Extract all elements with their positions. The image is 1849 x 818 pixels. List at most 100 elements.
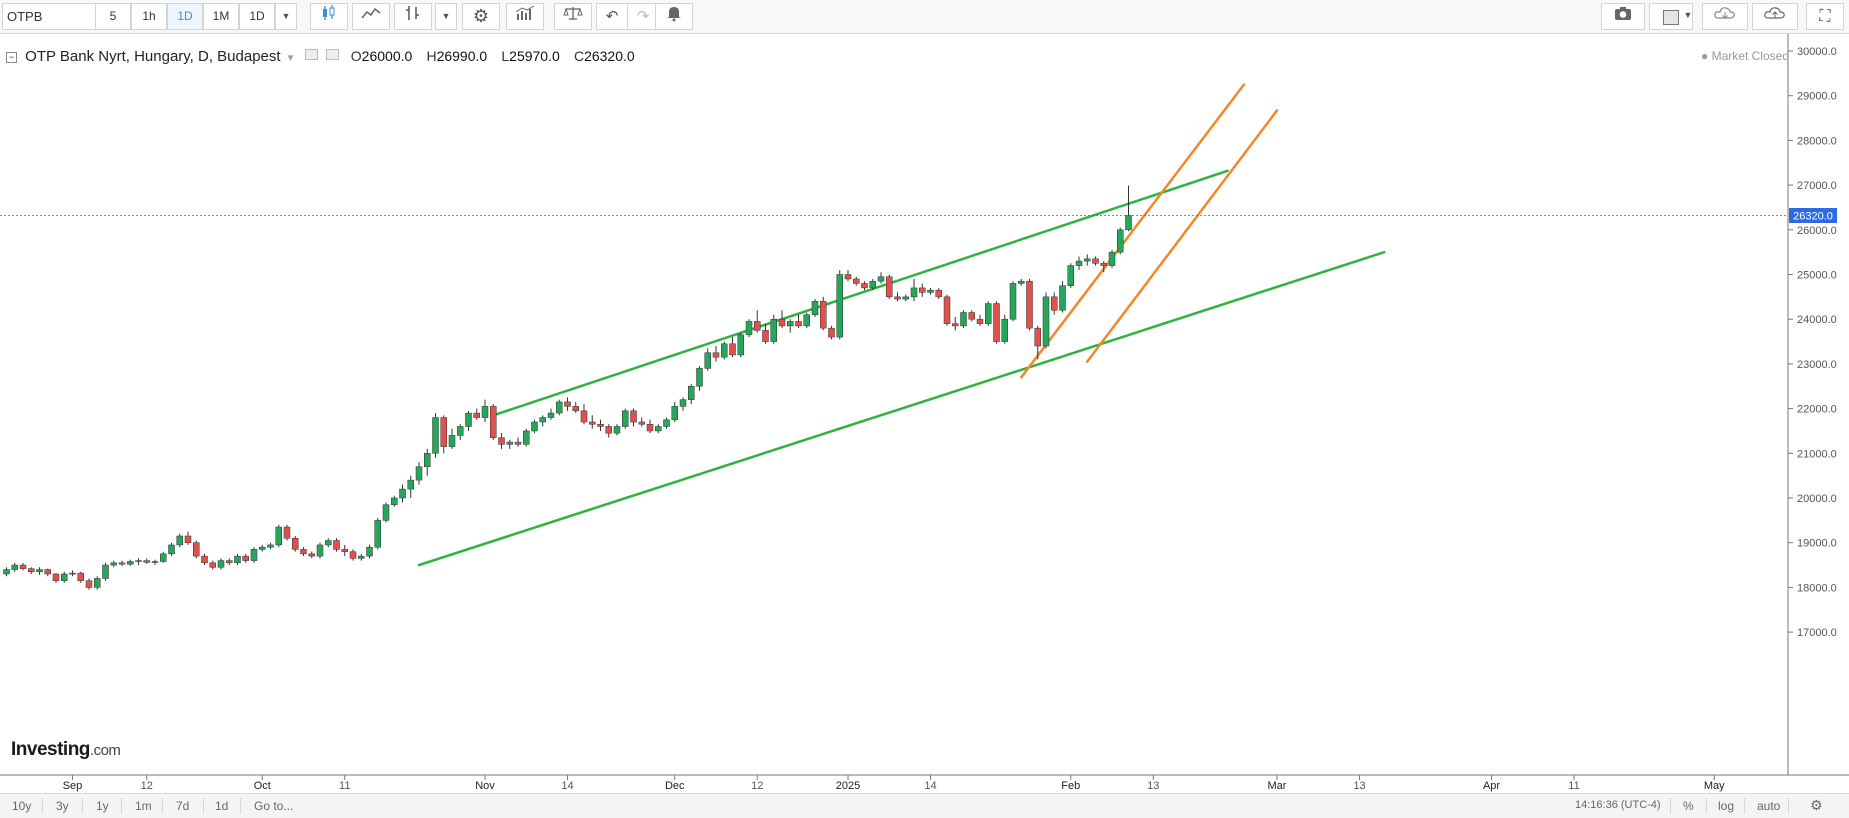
range-1m-button[interactable]: 1m: [135, 799, 152, 813]
price-tick-label: 22000.0: [1797, 404, 1837, 416]
candle: [1009, 281, 1017, 322]
bar-style-icon: [406, 6, 419, 20]
candle-body: [440, 417, 447, 447]
alert-button[interactable]: [655, 3, 693, 30]
candle-body: [11, 564, 18, 570]
chart-title[interactable]: OTP Bank Nyrt, Hungary, D, Budapest: [25, 48, 281, 65]
range-7d-button[interactable]: 7d: [176, 799, 190, 813]
candle-body: [613, 426, 621, 434]
resolution-1h-button[interactable]: 1h: [131, 3, 167, 30]
candle-body: [770, 318, 777, 342]
trendline[interactable]: [1020, 83, 1246, 379]
candles-chart-type-button[interactable]: [310, 3, 348, 30]
candle-body: [1108, 251, 1116, 266]
candle: [473, 408, 480, 420]
price-axis[interactable]: 30000.0 29000.0 28000.0 27000.0 26000.0 25000…: [1788, 46, 1837, 639]
layout-square-icon: [1663, 9, 1679, 25]
chart-style-dropdown-button[interactable]: ▼: [435, 3, 457, 30]
layout-button[interactable]: [1649, 3, 1693, 30]
chevron-down-icon: ▼: [441, 11, 451, 21]
line-chart-type-button[interactable]: [352, 3, 390, 30]
compare-button[interactable]: [554, 3, 592, 30]
candle: [564, 397, 571, 411]
candle-body: [935, 289, 942, 298]
resolution-custom-button[interactable]: 1D: [239, 3, 275, 30]
gear-icon[interactable]: ⚙: [1810, 797, 1823, 813]
save-chart-button[interactable]: [1752, 3, 1798, 30]
candle: [960, 310, 967, 329]
range-1y-button[interactable]: 1y: [96, 799, 109, 813]
trendline[interactable]: [1086, 109, 1279, 363]
trendlines-layer[interactable]: [417, 83, 1386, 567]
candlestick-icon: [323, 5, 335, 20]
candle-body: [201, 555, 208, 564]
candle-body: [721, 343, 728, 358]
snapshot-button[interactable]: [1601, 3, 1645, 30]
legend-close-icon[interactable]: [325, 49, 339, 60]
candle: [778, 310, 786, 329]
candle-body: [481, 406, 489, 418]
last-price-label: 26320.0: [1793, 210, 1833, 222]
price-tick-label: 23000.0: [1797, 359, 1837, 371]
candle-body: [102, 564, 109, 579]
resolution-dropdown-button[interactable]: ▼: [275, 3, 297, 30]
symbol-search-input[interactable]: OTPB: [2, 3, 97, 30]
chevron-down-icon[interactable]: ▾: [287, 52, 294, 64]
resolution-1m-button[interactable]: 1M: [203, 3, 239, 30]
auto-scale-toggle[interactable]: auto: [1757, 799, 1781, 813]
candle: [341, 544, 348, 557]
range-3y-button[interactable]: 3y: [56, 799, 69, 813]
candle: [762, 323, 769, 344]
load-chart-button[interactable]: [1702, 3, 1748, 30]
candle: [432, 413, 439, 458]
range-10y-button[interactable]: 10y: [12, 799, 32, 813]
legend-settings-icon[interactable]: [305, 49, 319, 60]
candle-body: [292, 537, 299, 550]
layout-dropdown-button[interactable]: ▼: [1677, 3, 1699, 30]
undo-icon: ↶: [605, 8, 619, 25]
price-chart[interactable]: 30000.0 29000.0 28000.0 27000.0 26000.0 25000…: [0, 34, 1849, 793]
candle-body: [1100, 263, 1107, 266]
candle-body: [1067, 265, 1074, 286]
price-tick-label: 21000.0: [1797, 448, 1837, 460]
candle: [94, 576, 101, 590]
candle-body: [993, 303, 1000, 342]
candle: [267, 542, 274, 550]
candle-body: [36, 569, 43, 573]
studies-button[interactable]: [506, 3, 544, 30]
candle: [127, 559, 134, 566]
range-1d-button[interactable]: 1d: [215, 799, 229, 813]
percent-scale-toggle[interactable]: %: [1683, 799, 1694, 813]
candle: [300, 547, 307, 557]
resolution-5m-button[interactable]: 5: [95, 3, 131, 30]
trendline[interactable]: [492, 169, 1229, 417]
candle-body: [844, 274, 852, 280]
candle: [382, 502, 390, 523]
fullscreen-button[interactable]: ⛶: [1806, 3, 1844, 30]
undo-button[interactable]: ↶: [596, 3, 628, 30]
candle: [349, 549, 357, 561]
goto-date-button[interactable]: Go to...: [254, 799, 294, 813]
candle-body: [646, 423, 654, 432]
candle: [919, 283, 926, 297]
settings-button[interactable]: ⚙: [462, 3, 500, 30]
candle-body: [3, 569, 10, 575]
candle-body: [828, 327, 835, 338]
log-scale-toggle[interactable]: log: [1718, 799, 1735, 813]
candle: [234, 553, 241, 566]
candle: [729, 337, 736, 358]
indicators-button[interactable]: [394, 3, 432, 30]
candle: [209, 560, 216, 570]
candle: [952, 316, 959, 331]
candle: [69, 570, 76, 577]
trendline[interactable]: [417, 250, 1386, 567]
candle: [36, 567, 43, 575]
resolution-1d-button[interactable]: 1D: [167, 3, 203, 30]
candle: [110, 560, 117, 568]
candle-body: [448, 435, 456, 447]
candle: [556, 399, 563, 416]
collapse-legend-icon[interactable]: −: [6, 52, 17, 63]
candle: [869, 278, 876, 291]
candle: [1001, 314, 1008, 344]
time-axis[interactable]: Sep 12 Oct 11 Nov 14 Dec 12 2025 14 Feb 13 Mar 13 Apr 1…: [63, 775, 1725, 792]
